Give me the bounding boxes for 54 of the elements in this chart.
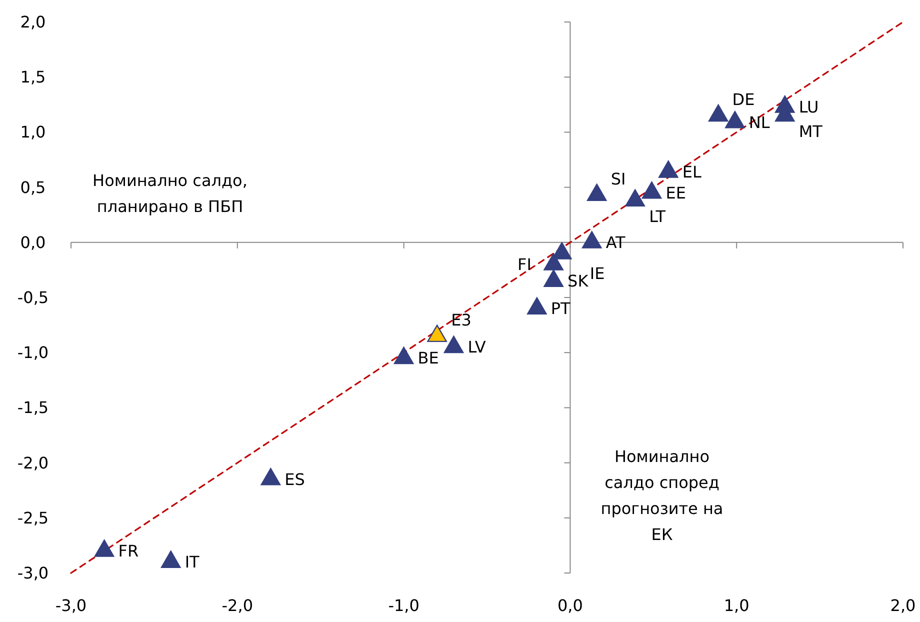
annotation: LV [468,338,486,357]
point [427,324,447,342]
annotation: LU [798,97,819,116]
annotation: NL [748,112,770,132]
annotation: SI [610,170,626,189]
y-tick-label: -2,5 [17,508,49,528]
y-axis-title: Номинално салдо, планирано в ПБП [92,171,248,216]
point [160,550,181,568]
point [544,253,564,270]
annotation: AT [606,232,626,252]
y-tick-label: -2,0 [17,453,49,472]
y-tick-label: 0,5 [20,178,46,197]
y-tick-label: 1,5 [20,68,46,87]
x-tick-label: -2,0 [222,596,254,615]
point [260,468,281,486]
annotation: PT [550,299,571,318]
annotation: E3 [451,310,472,330]
y-tick-label: 2,0 [20,12,46,32]
y-tick-label: -0,5 [17,288,49,307]
x-axis-title: Номинално салдо според прогнозите на ЕК [600,447,724,544]
annotation: FR [118,541,139,560]
point [625,189,645,206]
annotation: IE [590,264,605,283]
x-tick-label: 1,0 [724,596,750,615]
y-tick-label: -1,0 [17,343,49,362]
point [94,540,114,557]
annotation: FI [518,254,532,274]
y-tick-label: 0,0 [20,232,46,252]
point [394,346,414,364]
x-tick-label: 0,0 [557,596,583,615]
annotation: EL [682,162,702,182]
y-tick-label: -1,5 [17,398,49,418]
point [444,336,464,354]
x-tick-label: -3,0 [55,596,87,615]
point [527,297,547,314]
annotation: BE [418,348,439,368]
x-tick-label: -1,0 [388,596,420,615]
point [586,184,607,201]
annotation: ES [284,470,305,489]
point [725,110,745,128]
annotation: LT [649,207,666,226]
y-tick-label: -3,0 [17,564,49,582]
point [582,231,602,248]
y-tick-label: 1,0 [20,122,46,142]
point [708,104,728,122]
annotation: MT [798,122,823,142]
annotation: SK [568,271,589,290]
annotation: EE [666,183,686,202]
point [642,181,662,199]
point [658,160,678,178]
x-tick-label: 2,0 [890,596,916,615]
annotation: IT [184,552,200,572]
point [544,270,564,287]
annotation: DE [732,90,755,110]
